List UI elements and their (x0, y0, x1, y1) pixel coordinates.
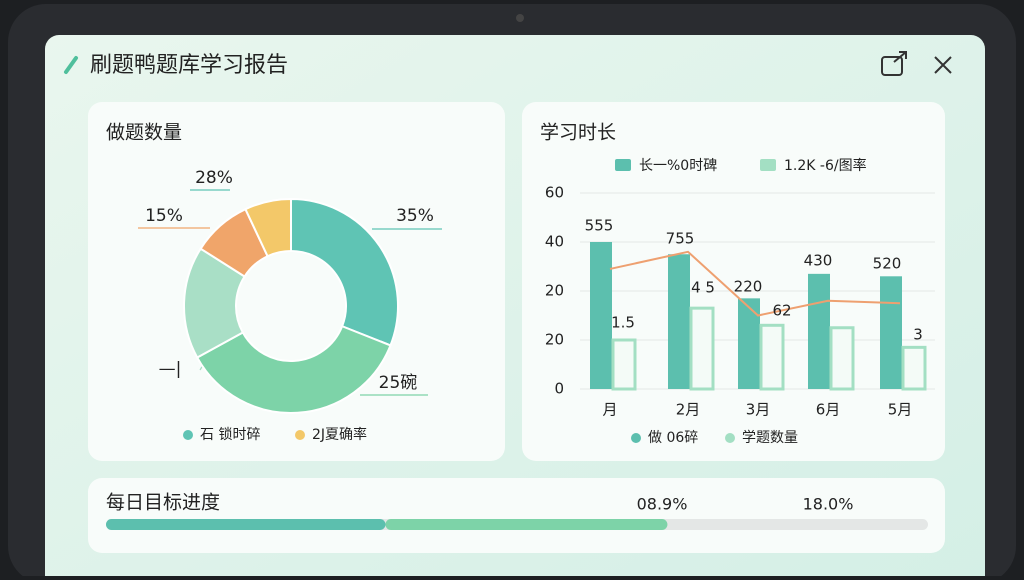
panel-title: 每日目标进度 (106, 492, 220, 514)
legend-label: 做 06碎 (648, 430, 698, 446)
y-tick-label: 40 (545, 233, 564, 251)
bar-label: 3 (913, 326, 923, 344)
bar (738, 298, 760, 389)
progress-label: 08.9% (637, 495, 688, 514)
progress-segment (385, 519, 668, 530)
bar (689, 306, 715, 391)
legend-swatch (760, 159, 776, 171)
bar-label: 62 (772, 302, 791, 320)
donut-slice (290, 197, 399, 347)
x-tick-label: 3月 (746, 401, 771, 419)
panel (88, 478, 945, 553)
bar (759, 323, 785, 391)
legend-label: 长一%0时碑 (639, 158, 717, 174)
legend-swatch (725, 433, 735, 443)
x-tick-label: 5月 (888, 401, 913, 419)
panel-title: 做题数量 (106, 122, 182, 144)
legend-label: 石 锁时碎 (200, 427, 260, 443)
share-button[interactable] (881, 51, 907, 76)
panel (88, 102, 505, 461)
camera (516, 14, 524, 22)
legend-swatch (631, 433, 641, 443)
slice-label: —| (159, 359, 182, 379)
slice-label: 25碗 (379, 373, 418, 393)
x-tick-label: 6月 (816, 401, 841, 419)
legend-swatch (183, 430, 193, 440)
close-button[interactable] (934, 56, 952, 74)
y-tick-label: 20 (545, 282, 564, 300)
slice-label: 15% (145, 206, 183, 226)
bar (880, 276, 902, 389)
donut-slice (244, 197, 292, 258)
bar-label: 220 (734, 278, 763, 296)
trend-line (609, 250, 901, 317)
bar-label: 520 (873, 255, 902, 273)
progress-segment (106, 519, 386, 530)
legend-label: 1.2K -6/图率 (784, 157, 867, 174)
bar-label: 555 (585, 217, 614, 235)
bar (611, 338, 637, 391)
bar-label: 1.5 (611, 314, 635, 332)
bar-label: 755 (666, 230, 695, 248)
y-tick-label: 60 (545, 184, 564, 202)
progress-label: 18.0% (803, 495, 854, 514)
panel-title: 学习时长 (540, 122, 616, 144)
donut-slice (195, 324, 392, 414)
legend-swatch (295, 430, 305, 440)
bar (808, 273, 830, 389)
slice-label: 35% (396, 206, 434, 226)
bar (901, 345, 927, 391)
bar (668, 254, 690, 389)
legend-label: 2J夏确率 (312, 426, 367, 443)
bar (829, 326, 855, 391)
slice-label: 28% (195, 168, 233, 188)
legend-swatch (615, 159, 631, 171)
bar-label: 4 5 (691, 279, 715, 297)
x-tick-label: 2月 (676, 401, 701, 419)
app-title: 刷题鸭题库学习报告 (90, 53, 288, 78)
bar-label: 430 (804, 252, 833, 270)
bar (590, 242, 612, 389)
x-tick-label: 月 (602, 401, 617, 419)
legend-label: 学题数量 (742, 430, 798, 446)
y-tick-label: 20 (545, 331, 564, 349)
y-tick-label: 0 (554, 380, 564, 398)
logo (64, 56, 78, 74)
